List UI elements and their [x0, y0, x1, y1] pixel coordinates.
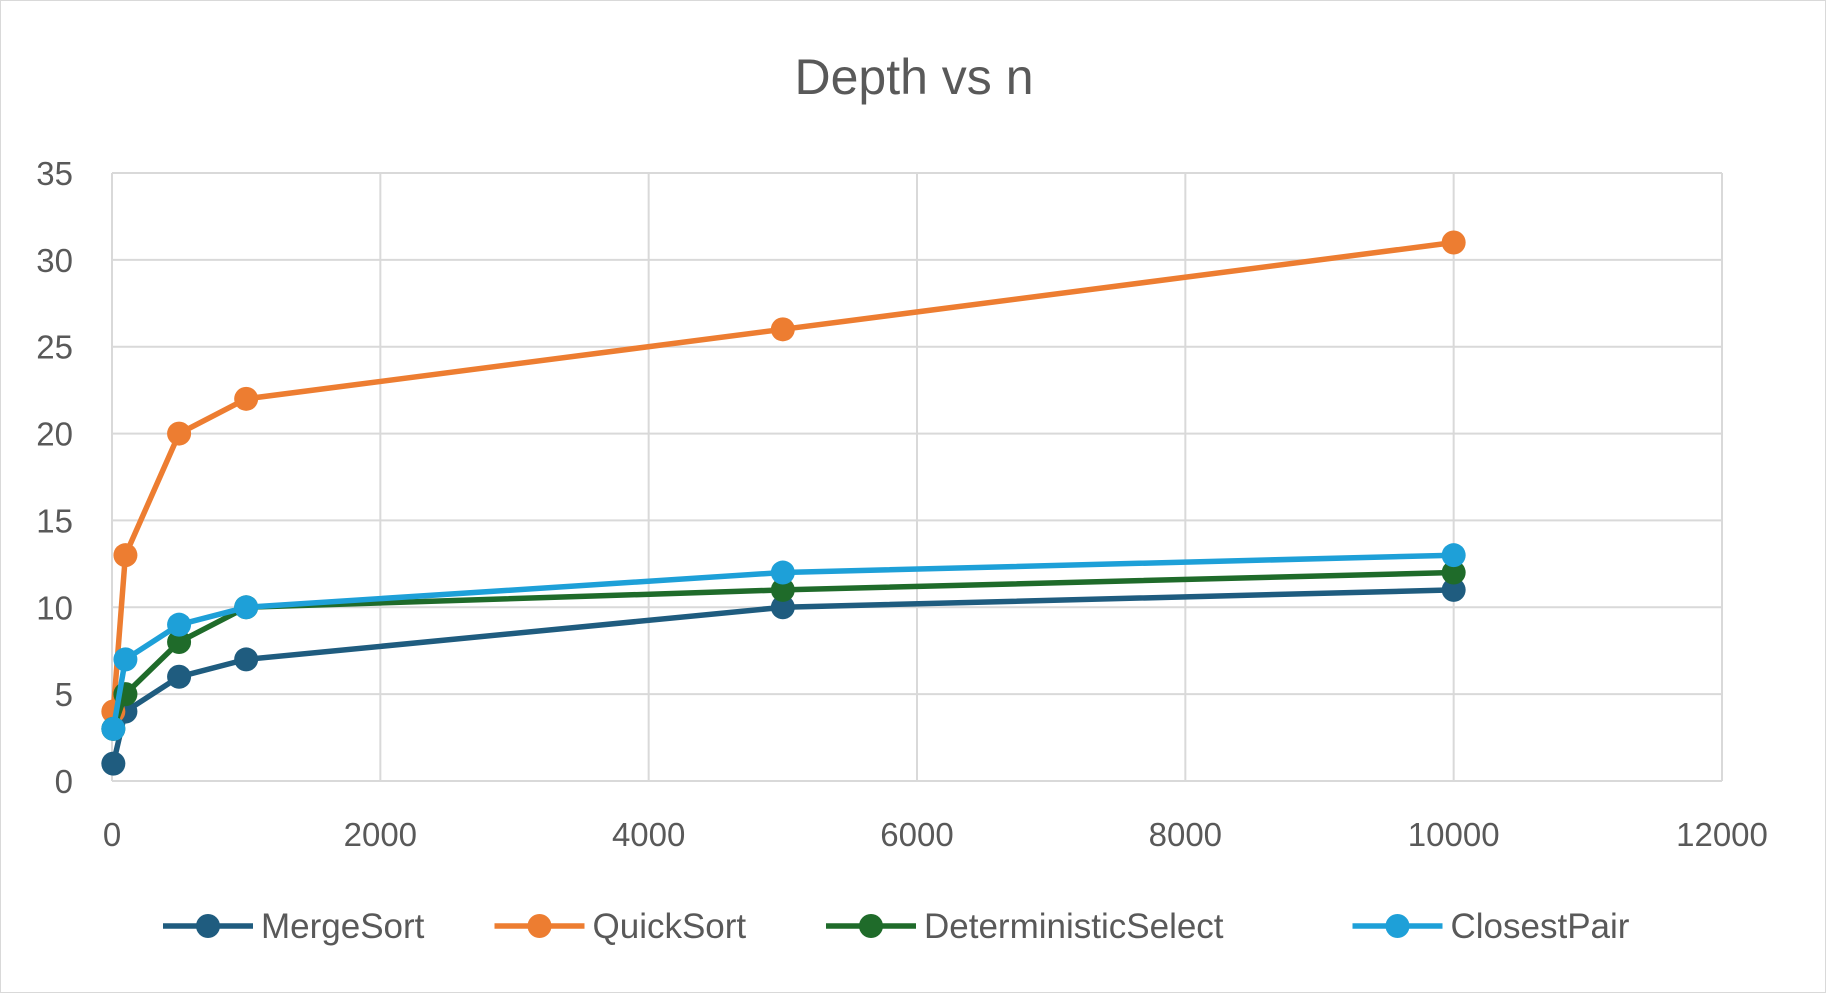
- y-tick-label: 30: [36, 242, 73, 279]
- x-tick-label: 4000: [612, 816, 685, 853]
- legend-label: DeterministicSelect: [924, 907, 1224, 946]
- data-point: [113, 647, 138, 672]
- legend-label: MergeSort: [261, 907, 425, 946]
- data-point: [101, 716, 126, 741]
- legend-item-closestpair: ClosestPair: [1352, 907, 1630, 946]
- y-tick-label: 35: [36, 155, 73, 192]
- y-tick-label: 20: [36, 416, 73, 453]
- x-tick-label: 8000: [1149, 816, 1222, 853]
- legend-swatch-marker: [1385, 914, 1410, 938]
- legend-swatch-marker: [859, 914, 883, 938]
- legend-item-mergesort: MergeSort: [163, 907, 425, 946]
- series-line: [110, 239, 1457, 715]
- series-lines: [101, 230, 1466, 776]
- data-point: [234, 386, 259, 411]
- data-point: [1441, 560, 1466, 585]
- data-point: [770, 595, 795, 620]
- data-point: [234, 595, 259, 620]
- legend-label: QuickSort: [593, 907, 747, 946]
- x-tick-label: 12000: [1676, 816, 1768, 853]
- data-point: [234, 647, 259, 672]
- chart-title: Depth vs n: [794, 49, 1033, 105]
- legend-swatch-marker: [196, 914, 220, 938]
- y-tick-label: 5: [55, 676, 73, 713]
- x-tick-label: 10000: [1408, 816, 1500, 853]
- y-tick-label: 25: [36, 329, 73, 366]
- legend-swatch-marker: [527, 914, 552, 938]
- data-point: [167, 630, 192, 655]
- axes: [111, 173, 1722, 782]
- y-tick-label: 10: [36, 589, 73, 626]
- data-point: [1441, 543, 1466, 568]
- y-axis-tick-labels: 0 5 10 15 20 25 30 35: [36, 155, 73, 800]
- x-tick-label: 2000: [344, 816, 417, 853]
- data-point: [101, 751, 126, 776]
- legend: MergeSort QuickSort DeterministicSelect Clo…: [163, 907, 1630, 946]
- data-point: [113, 543, 138, 568]
- data-point: [770, 317, 795, 342]
- gridlines: [112, 172, 1723, 781]
- y-tick-label: 0: [55, 763, 73, 800]
- data-point: [167, 664, 192, 689]
- data-point: [167, 612, 192, 637]
- x-axis-tick-labels: 0 2000 4000 6000 8000 10000 12000: [103, 816, 1768, 853]
- data-point: [1441, 577, 1466, 602]
- data-point: [770, 560, 795, 585]
- legend-label: ClosestPair: [1451, 907, 1630, 946]
- legend-item-quicksort: QuickSort: [494, 907, 747, 946]
- x-tick-label: 0: [103, 816, 121, 853]
- data-point: [1441, 230, 1466, 255]
- x-tick-label: 6000: [880, 816, 953, 853]
- series-deterministicselect: [101, 560, 1466, 741]
- data-point: [167, 421, 192, 446]
- legend-item-deterministicselect: DeterministicSelect: [826, 907, 1224, 946]
- series-quicksort: [101, 230, 1466, 724]
- data-point: [770, 577, 795, 602]
- y-tick-label: 15: [36, 502, 73, 539]
- series-closestpair: [101, 543, 1466, 741]
